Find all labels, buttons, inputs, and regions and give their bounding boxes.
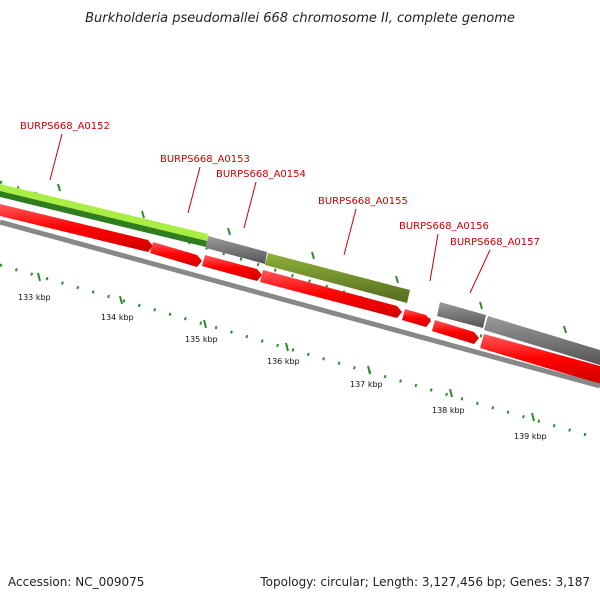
outer-tick-row [0,180,600,376]
leader-line [187,166,201,214]
cds-row [0,204,600,384]
feature-row-gray [206,236,600,365]
cds-arrow-6 [432,320,479,344]
leader-line [243,181,257,229]
cds-arrow-5 [402,309,431,327]
gene-label-a0152: BURPS668_A0152 [20,121,110,132]
cds-arrow-3 [202,255,262,281]
inner-tick-row [0,263,591,438]
map-title: Burkholderia pseudomallei 668 chromosome… [85,11,515,26]
feature-gray-3 [484,316,600,365]
kbp-labels: 133 kbp 134 kbp 135 kbp 136 kbp 137 kbp … [18,293,547,441]
gene-label-a0155: BURPS668_A0155 [318,196,408,207]
feature-gray-2 [437,302,486,328]
leader-line [429,233,439,282]
gene-label-a0157: BURPS668_A0157 [450,237,540,248]
cds-arrow-2 [150,242,202,267]
cds-arrow-7 [480,334,600,384]
tick-label: 133 kbp [18,293,51,302]
gene-label-a0154: BURPS668_A0154 [216,169,306,180]
feature-olive [265,253,410,303]
feature-light-green [0,184,208,241]
tick-label: 136 kbp [267,357,300,366]
cds-arrow-1 [0,204,153,252]
feature-row-green [0,184,208,247]
gene-label-a0153: BURPS668_A0153 [160,154,250,165]
leader-line [49,133,63,181]
leader-line [469,249,491,294]
tick-label: 138 kbp [432,406,465,415]
tick-label: 139 kbp [514,432,547,441]
leader-line [343,208,357,256]
tick-label: 135 kbp [185,335,218,344]
feature-dark-green [0,191,207,247]
accession-text: Accession: NC_009075 [8,575,144,589]
feature-gray-1 [206,236,267,264]
gene-labels: BURPS668_A0152 BURPS668_A0153 BURPS668_A… [20,121,540,294]
genome-summary-text: Topology: circular; Length: 3,127,456 bp… [259,575,590,589]
cds-arrow-4 [260,270,402,318]
gene-label-a0156: BURPS668_A0156 [399,221,489,232]
backbone [0,219,600,389]
tick-label: 134 kbp [101,313,134,322]
tick-label: 137 kbp [350,380,383,389]
